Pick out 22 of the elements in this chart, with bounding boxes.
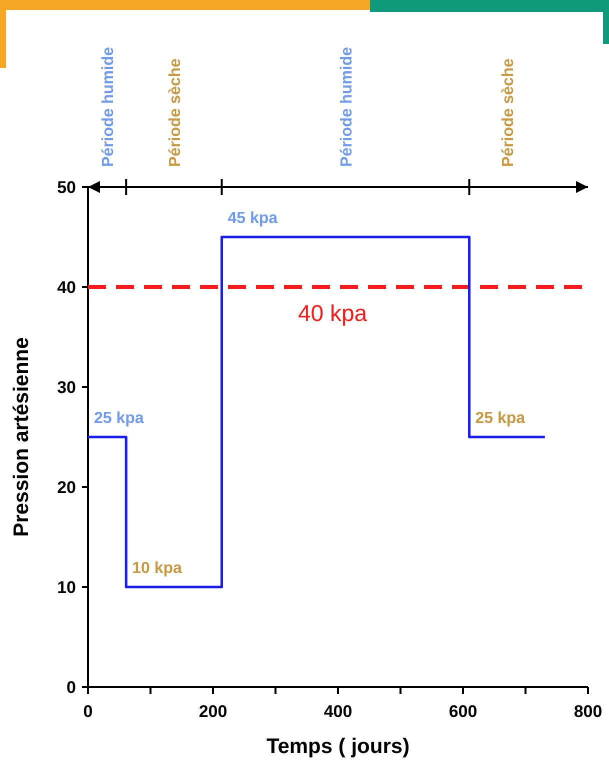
y-tick-label: 40 xyxy=(57,278,76,297)
x-axis-title: Temps ( jours) xyxy=(266,735,410,758)
text: Période sèche xyxy=(166,58,184,167)
y-tick-label: 20 xyxy=(57,478,76,497)
text: Période humide xyxy=(338,46,356,167)
ref-line-label: 40 kpa xyxy=(298,300,368,326)
y-tick-label: 0 xyxy=(66,678,76,697)
x-tick-label: 400 xyxy=(324,702,352,721)
text: Période sèche xyxy=(500,58,518,167)
x-tick-label: 200 xyxy=(198,702,228,721)
x-tick-label: 800 xyxy=(574,702,602,721)
text: Période humide xyxy=(100,46,118,167)
y-axis-title: Pression artésienne xyxy=(10,337,33,537)
data-label: 45 kpa xyxy=(228,210,278,227)
data-label: 10 kpa xyxy=(132,560,182,577)
data-label: 25 kpa xyxy=(475,410,526,427)
y-tick-label: 50 xyxy=(57,178,76,197)
x-tick-label: 0 xyxy=(83,702,93,721)
y-tick-label: 10 xyxy=(57,578,76,597)
x-tick-label: 600 xyxy=(448,702,478,721)
y-tick-label: 30 xyxy=(57,378,76,397)
data-label: 25 kpa xyxy=(94,410,144,427)
